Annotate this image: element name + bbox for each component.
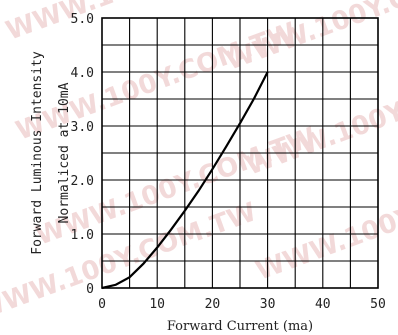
y-axis-title-line2: Normaliced at 10mA xyxy=(57,82,72,223)
watermark-text: WWW.100Y.COM.TW xyxy=(252,157,398,286)
series-line xyxy=(101,71,269,290)
x-axis-ticks: 0 10 20 30 40 50 xyxy=(98,297,386,312)
y-tick-label: 4.0 xyxy=(71,66,94,81)
y-axis-ticks: 0 1.0 2.0 3.0 4.0 5.0 xyxy=(71,12,94,297)
y-tick-label: 2.0 xyxy=(71,174,94,189)
x-axis-title: Forward Current (ma) xyxy=(167,319,313,334)
grid xyxy=(102,18,378,288)
x-tick-label: 0 xyxy=(98,297,106,312)
y-tick-label: 0 xyxy=(86,282,94,297)
y-axis-title-line1: Forward Luminous Intensity xyxy=(30,51,45,255)
y-tick-label: 3.0 xyxy=(71,120,94,135)
y-tick-label: 5.0 xyxy=(71,12,94,27)
x-tick-label: 40 xyxy=(315,297,331,312)
x-tick-label: 30 xyxy=(260,297,276,312)
x-tick-label: 50 xyxy=(370,297,386,312)
plot-frame xyxy=(101,17,379,289)
y-tick-label: 1.0 xyxy=(71,228,94,243)
x-tick-label: 20 xyxy=(205,297,221,312)
watermark-text: WWW.100Y.COM.TW xyxy=(12,17,300,146)
x-tick-label: 10 xyxy=(149,297,165,312)
